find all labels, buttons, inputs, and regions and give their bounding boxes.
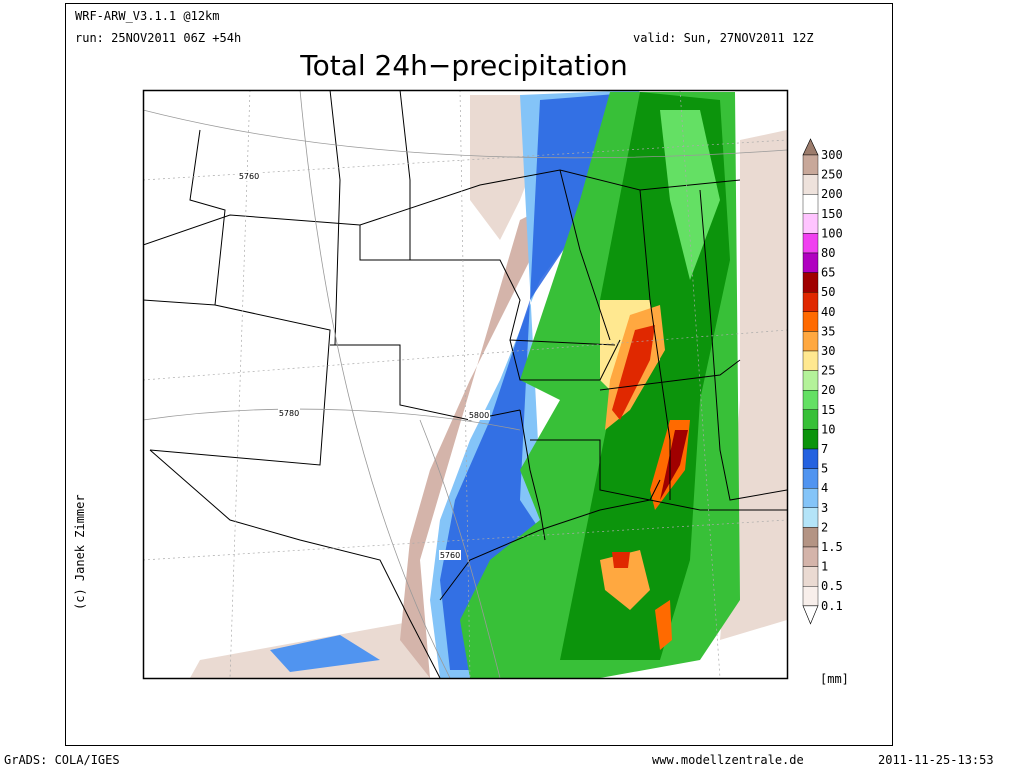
colorbar-label: 2 [821, 520, 828, 534]
colorbar-arrow-top [802, 138, 819, 156]
map [143, 90, 787, 678]
footer-website: www.modellzentrale.de [652, 753, 804, 767]
colorbar-label: 4 [821, 481, 828, 495]
colorbar-label: 40 [821, 305, 835, 319]
colorbar-swatch [802, 213, 819, 234]
map-border [142, 89, 789, 680]
colorbar-swatch [802, 272, 819, 293]
colorbar-swatch [802, 527, 819, 548]
colorbar-label: 100 [821, 226, 843, 240]
colorbar-swatch [802, 448, 819, 469]
colorbar-swatch [802, 311, 819, 332]
colorbar-label: 50 [821, 285, 835, 299]
colorbar-label: 3 [821, 501, 828, 515]
colorbar-swatch [802, 390, 819, 411]
credit: (c) Janek Zimmer [73, 494, 87, 610]
colorbar-label: 300 [821, 148, 843, 162]
colorbar-swatch [802, 507, 819, 528]
model-label: WRF-ARW_V3.1.1 @12km [75, 9, 220, 23]
colorbar-swatch [802, 252, 819, 273]
colorbar-label: 0.5 [821, 579, 843, 593]
colorbar-label: 250 [821, 168, 843, 182]
colorbar-label: 30 [821, 344, 835, 358]
valid-label: valid: Sun, 27NOV2011 12Z [633, 31, 814, 45]
contour-label: 5780 [279, 409, 299, 418]
colorbar-label: 20 [821, 383, 835, 397]
colorbar-label: 150 [821, 207, 843, 221]
footer-timestamp: 2011-11-25-13:53 [878, 753, 994, 767]
colorbar-label: 7 [821, 442, 828, 456]
title: Total 24h−precipitation [299, 49, 628, 82]
colorbar-label: 0.1 [821, 599, 843, 613]
colorbar-swatch [802, 409, 819, 430]
colorbar-swatch [802, 370, 819, 391]
colorbar-label: 1.5 [821, 540, 843, 554]
colorbar-swatch [802, 193, 819, 214]
colorbar-label: 5 [821, 462, 828, 476]
colorbar-label: 10 [821, 422, 835, 436]
colorbar-label: 25 [821, 364, 835, 378]
legend-unit: [mm] [820, 672, 849, 686]
colorbar-label: 35 [821, 324, 835, 338]
colorbar-swatch [802, 233, 819, 254]
colorbar-label: 15 [821, 403, 835, 417]
colorbar-swatch [802, 488, 819, 509]
colorbar-arrow-bottom [802, 605, 819, 625]
colorbar: 300 250 200 150 100 80 65 50 40 35 30 25 20 15 10 7 5 4 3 2… [802, 138, 843, 625]
colorbar-swatch [802, 174, 819, 195]
contour-label: 5760 [440, 551, 460, 560]
colorbar-swatch [802, 292, 819, 313]
contour-label: 5800 [469, 411, 489, 420]
contour-label: 5760 [239, 172, 259, 181]
colorbar-label: 1 [821, 560, 828, 574]
colorbar-swatch [802, 546, 819, 567]
contour-labels: 5760 5780 5800 5760 [238, 171, 490, 560]
colorbar-swatch [802, 429, 819, 450]
colorbar-swatch [802, 566, 819, 587]
colorbar-label: 65 [821, 266, 835, 280]
footer-software: GrADS: COLA/IGES [4, 753, 120, 767]
colorbar-swatch [802, 350, 819, 371]
colorbar-swatch [802, 154, 819, 175]
frame [65, 3, 893, 746]
colorbar-label: 80 [821, 246, 835, 260]
colorbar-label: 200 [821, 187, 843, 201]
colorbar-swatch [802, 586, 819, 607]
colorbar-swatch [802, 468, 819, 489]
run-label: run: 25NOV2011 06Z +54h [75, 31, 241, 45]
colorbar-swatch [802, 331, 819, 352]
